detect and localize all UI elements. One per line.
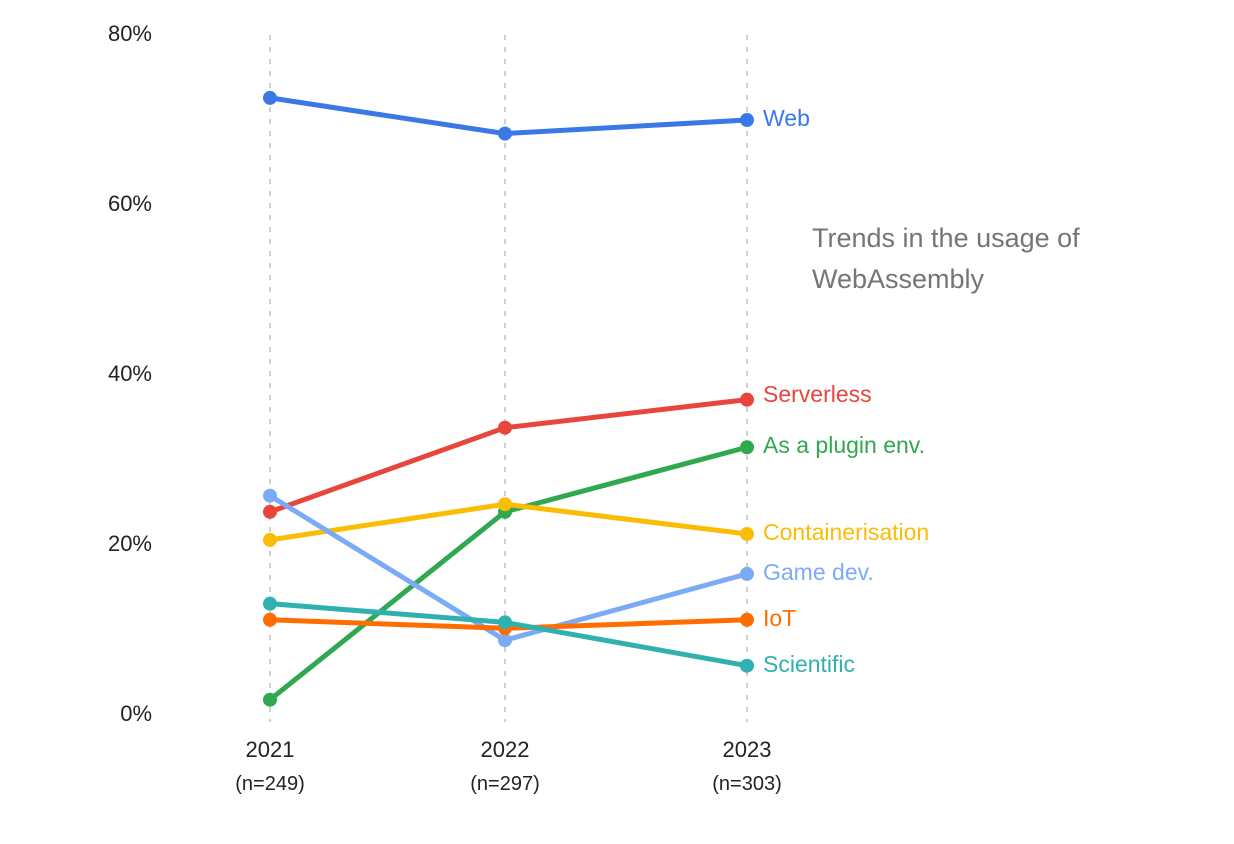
series-label-containerisation: Containerisation xyxy=(763,519,929,545)
y-axis-tick-80: 80% xyxy=(108,21,152,46)
x-axis-sample-size-2022: (n=297) xyxy=(470,773,540,795)
x-axis-tick-2021: 2021 xyxy=(246,737,295,762)
x-axis-sample-size-2021: (n=249) xyxy=(235,773,305,795)
data-point[interactable] xyxy=(498,420,512,435)
series-label-iot: IoT xyxy=(763,605,796,631)
series-label-game-dev: Game dev. xyxy=(763,559,874,585)
chart-title-line-1: Trends in the usage of xyxy=(812,223,1080,253)
data-point[interactable] xyxy=(498,615,512,630)
x-axis-labels: 2021 (n=249) 2022 (n=297) 2023 (n=303) xyxy=(235,737,782,795)
data-point[interactable] xyxy=(498,497,512,512)
x-axis-sample-size-2023: (n=303) xyxy=(712,773,782,795)
data-point[interactable] xyxy=(263,692,277,707)
data-point[interactable] xyxy=(740,392,754,407)
data-point[interactable] xyxy=(263,488,277,503)
series-label-as-a-plugin-env: As a plugin env. xyxy=(763,432,925,458)
data-point[interactable] xyxy=(498,633,512,648)
data-point[interactable] xyxy=(263,596,277,611)
data-point[interactable] xyxy=(740,658,754,673)
data-point[interactable] xyxy=(263,612,277,627)
series-line-serverless xyxy=(267,397,750,515)
y-axis-tick-40: 40% xyxy=(108,361,152,386)
y-axis-tick-0: 0% xyxy=(120,701,152,726)
data-series xyxy=(267,95,750,703)
data-point[interactable] xyxy=(263,90,277,105)
data-point[interactable] xyxy=(740,566,754,581)
data-point[interactable] xyxy=(740,526,754,541)
series-label-serverless: Serverless xyxy=(763,381,872,407)
data-point[interactable] xyxy=(498,126,512,141)
data-point[interactable] xyxy=(263,504,277,519)
x-axis-tick-2022: 2022 xyxy=(481,737,530,762)
series-label-scientific: Scientific xyxy=(763,651,855,677)
data-point[interactable] xyxy=(740,113,754,127)
series-label-web: Web xyxy=(763,105,810,131)
chart-title-line-2: WebAssembly xyxy=(812,264,985,294)
data-point[interactable] xyxy=(263,532,277,547)
x-axis-tick-2023: 2023 xyxy=(723,737,772,762)
series-labels: Web Serverless As a plugin env. Containeris… xyxy=(763,105,929,677)
chart-title: Trends in the usage of WebAssembly xyxy=(812,223,1080,294)
data-point[interactable] xyxy=(740,440,754,455)
data-point[interactable] xyxy=(740,612,754,627)
data-points xyxy=(263,90,754,707)
y-axis-tick-20: 20% xyxy=(108,531,152,556)
y-axis-tick-60: 60% xyxy=(108,191,152,216)
y-axis-labels: 80% 60% 40% 20% 0% xyxy=(108,21,152,726)
